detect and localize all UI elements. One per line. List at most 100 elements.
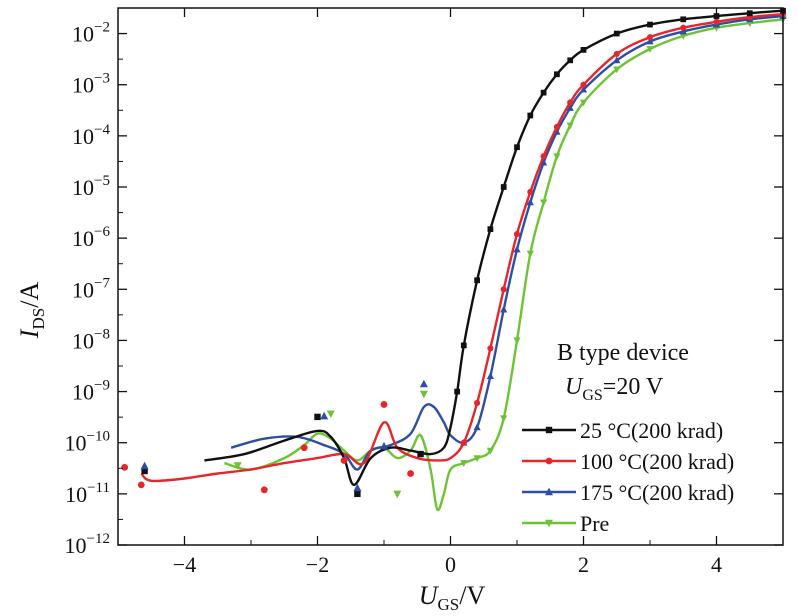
y-tick-label: 10−11: [65, 480, 110, 507]
legend-label: 100 °C(200 krad): [580, 449, 734, 474]
y-tick-label: 10−3: [72, 71, 110, 98]
data-point: [326, 410, 335, 419]
data-point: [613, 56, 621, 64]
series-2: [230, 12, 787, 471]
x-tick-label: 4: [711, 552, 722, 577]
data-point: [260, 486, 268, 494]
data-point: [526, 198, 534, 206]
data-point: [487, 226, 494, 233]
data-point: [553, 153, 561, 161]
data-point: [460, 460, 468, 468]
data-point: [545, 457, 553, 465]
data-point: [393, 490, 402, 499]
y-tick-label: 10−6: [72, 224, 110, 251]
data-point: [500, 305, 508, 313]
data-point: [545, 426, 553, 434]
series-0: [204, 7, 786, 487]
data-point: [486, 372, 494, 380]
data-point: [680, 24, 687, 31]
y-axis-title: IDS/A: [15, 282, 48, 340]
y-tick-label: 10−12: [65, 531, 110, 558]
data-point: [545, 487, 553, 496]
x-axis-title: UGS/V: [419, 581, 486, 614]
data-point: [454, 388, 461, 395]
y-tick-label: 10−4: [72, 122, 110, 149]
data-point: [513, 337, 521, 345]
y-tick-label: 10−5: [72, 173, 110, 200]
series-1: [140, 11, 787, 483]
x-tick-label: −4: [173, 552, 196, 577]
annotation-device-type: B type device: [557, 340, 689, 366]
data-point: [121, 463, 129, 471]
data-point: [141, 467, 148, 475]
data-point: [679, 27, 687, 35]
outliers-2: [140, 379, 428, 492]
data-point: [514, 144, 520, 151]
data-point: [553, 123, 560, 130]
outliers-3: [233, 390, 428, 499]
data-point: [527, 112, 534, 119]
data-point: [419, 390, 428, 399]
data-point: [540, 199, 548, 207]
data-point: [140, 461, 149, 470]
data-point: [300, 444, 308, 452]
data-point: [646, 37, 654, 45]
series-line: [204, 9, 784, 487]
data-point: [713, 18, 720, 25]
legend-label: Pre: [580, 511, 609, 536]
data-point: [419, 379, 428, 388]
data-point: [137, 481, 145, 489]
data-point: [613, 66, 621, 74]
data-point: [579, 99, 588, 107]
data-point: [679, 33, 687, 40]
data-point: [746, 10, 753, 17]
data-point: [580, 46, 587, 53]
outliers-0: [141, 413, 424, 498]
data-point: [354, 490, 361, 498]
data-point: [647, 21, 653, 28]
data-point: [680, 16, 687, 23]
data-point: [320, 411, 329, 420]
y-tick-label: 10−2: [72, 20, 110, 47]
x-tick-label: 0: [445, 552, 456, 577]
y-tick-label: 10−7: [72, 275, 110, 302]
data-point: [407, 470, 414, 477]
data-point: [566, 122, 574, 130]
data-point: [500, 286, 507, 293]
data-point: [353, 483, 362, 492]
data-point: [579, 85, 588, 93]
data-point: [646, 46, 654, 53]
data-point: [473, 455, 481, 463]
data-point: [233, 462, 242, 470]
legend: 25 °C(200 krad) 100 °C(200 krad) 175 °C(20…: [522, 418, 734, 536]
data-point: [646, 34, 654, 41]
annotation-bias: UGS=20 V: [565, 374, 664, 404]
legend-label: 175 °C(200 krad): [580, 480, 734, 505]
x-tick-label: 2: [578, 552, 589, 577]
data-point: [527, 188, 534, 196]
axes: −4 −2 0 2 4 10−12 10−11 10−10 10−9 10−8 10−7 10−6 10…: [65, 7, 784, 577]
data-point: [566, 104, 574, 111]
data-point: [314, 413, 321, 421]
data-point: [526, 250, 534, 258]
data-point: [487, 345, 494, 352]
data-point: [474, 277, 480, 284]
data-point: [613, 30, 620, 37]
y-tick-label: 10−9: [72, 378, 110, 405]
series-line: [140, 12, 784, 483]
data-point: [567, 57, 574, 64]
data-point: [340, 457, 348, 464]
data-point: [580, 81, 587, 88]
data-point: [540, 89, 547, 96]
x-tick-label: −2: [306, 552, 329, 577]
data-point: [500, 415, 508, 423]
data-point: [460, 342, 467, 349]
data-point: [513, 231, 521, 238]
y-tick-label: 10−8: [72, 326, 110, 353]
data-point: [474, 399, 481, 406]
data-point: [567, 99, 574, 106]
data-point: [500, 184, 507, 190]
data-point: [380, 441, 388, 450]
y-tick-label: 10−10: [65, 429, 110, 456]
